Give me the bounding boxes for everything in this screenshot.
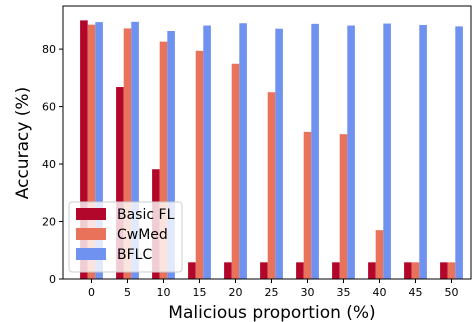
x-tick-label: 30 bbox=[301, 286, 315, 299]
x-tick-label: 20 bbox=[229, 286, 243, 299]
bar-bflc-15 bbox=[203, 25, 211, 279]
bar-cwmed-10 bbox=[159, 41, 168, 279]
y-tick-label: 20 bbox=[42, 216, 56, 229]
legend-label: Basic FL bbox=[117, 207, 175, 223]
bar-basic-fl-35 bbox=[332, 262, 340, 279]
bar-cwmed-0 bbox=[87, 24, 96, 280]
legend-label: BFLC bbox=[117, 247, 152, 263]
bar-basic-fl-30 bbox=[296, 262, 304, 279]
bar-bflc-35 bbox=[347, 25, 355, 279]
bar-bflc-10 bbox=[167, 31, 175, 279]
bar-cwmed-45 bbox=[411, 262, 420, 279]
legend: Basic FL CwMed BFLC bbox=[68, 201, 183, 273]
bar-bflc-5 bbox=[131, 21, 139, 280]
y-tick-label: 80 bbox=[42, 43, 56, 56]
legend-swatch bbox=[76, 208, 106, 220]
bar-cwmed-5 bbox=[123, 28, 132, 279]
bar-basic-fl-20 bbox=[224, 262, 232, 279]
bar-basic-fl-0 bbox=[80, 20, 88, 280]
bar-bflc-50 bbox=[455, 26, 463, 280]
x-tick-label: 0 bbox=[88, 286, 95, 299]
bar-cwmed-35 bbox=[339, 134, 348, 279]
bar-basic-fl-5 bbox=[116, 87, 124, 279]
plot-frame bbox=[62, 5, 472, 280]
bar-bflc-45 bbox=[419, 24, 427, 279]
y-tick-label: 0 bbox=[49, 273, 56, 286]
y-tick-label: 40 bbox=[42, 158, 56, 171]
x-tick-label: 15 bbox=[193, 286, 207, 299]
bar-cwmed-30 bbox=[303, 131, 312, 279]
axes-layer: 0 20 40 60 80 0 5 10 15 20 25 30 35 40 45 50 bbox=[42, 5, 472, 299]
legend-swatch bbox=[76, 228, 106, 240]
legend-label: CwMed bbox=[117, 227, 168, 243]
bar-cwmed-20 bbox=[231, 63, 240, 280]
y-tick-label: 60 bbox=[42, 101, 56, 114]
y-axis-title: Accuracy (%) bbox=[13, 87, 33, 199]
legend-swatch bbox=[76, 248, 106, 260]
bar-cwmed-15 bbox=[195, 50, 204, 279]
bar-basic-fl-25 bbox=[260, 262, 268, 279]
bar-bflc-25 bbox=[275, 28, 283, 280]
bar-bflc-30 bbox=[311, 23, 319, 279]
x-tick-label: 25 bbox=[265, 286, 279, 299]
x-tick-label: 45 bbox=[409, 286, 423, 299]
x-tick-label: 40 bbox=[373, 286, 387, 299]
x-tick-label: 35 bbox=[337, 286, 351, 299]
bar-cwmed-25 bbox=[267, 92, 276, 280]
bar-basic-fl-50 bbox=[440, 262, 448, 279]
x-tick-label: 5 bbox=[124, 286, 131, 299]
bars-layer bbox=[80, 20, 463, 280]
bar-basic-fl-45 bbox=[404, 262, 412, 279]
x-tick-label: 50 bbox=[445, 286, 459, 299]
bar-bflc-40 bbox=[383, 23, 391, 280]
bar-bflc-20 bbox=[239, 23, 247, 279]
bar-basic-fl-15 bbox=[188, 262, 196, 279]
bar-cwmed-40 bbox=[375, 230, 384, 279]
bar-cwmed-50 bbox=[447, 262, 456, 279]
bar-basic-fl-40 bbox=[368, 262, 376, 279]
x-axis-title: Malicious proportion (%) bbox=[168, 303, 375, 322]
x-tick-label: 10 bbox=[157, 286, 171, 299]
bar-bflc-0 bbox=[95, 22, 103, 280]
